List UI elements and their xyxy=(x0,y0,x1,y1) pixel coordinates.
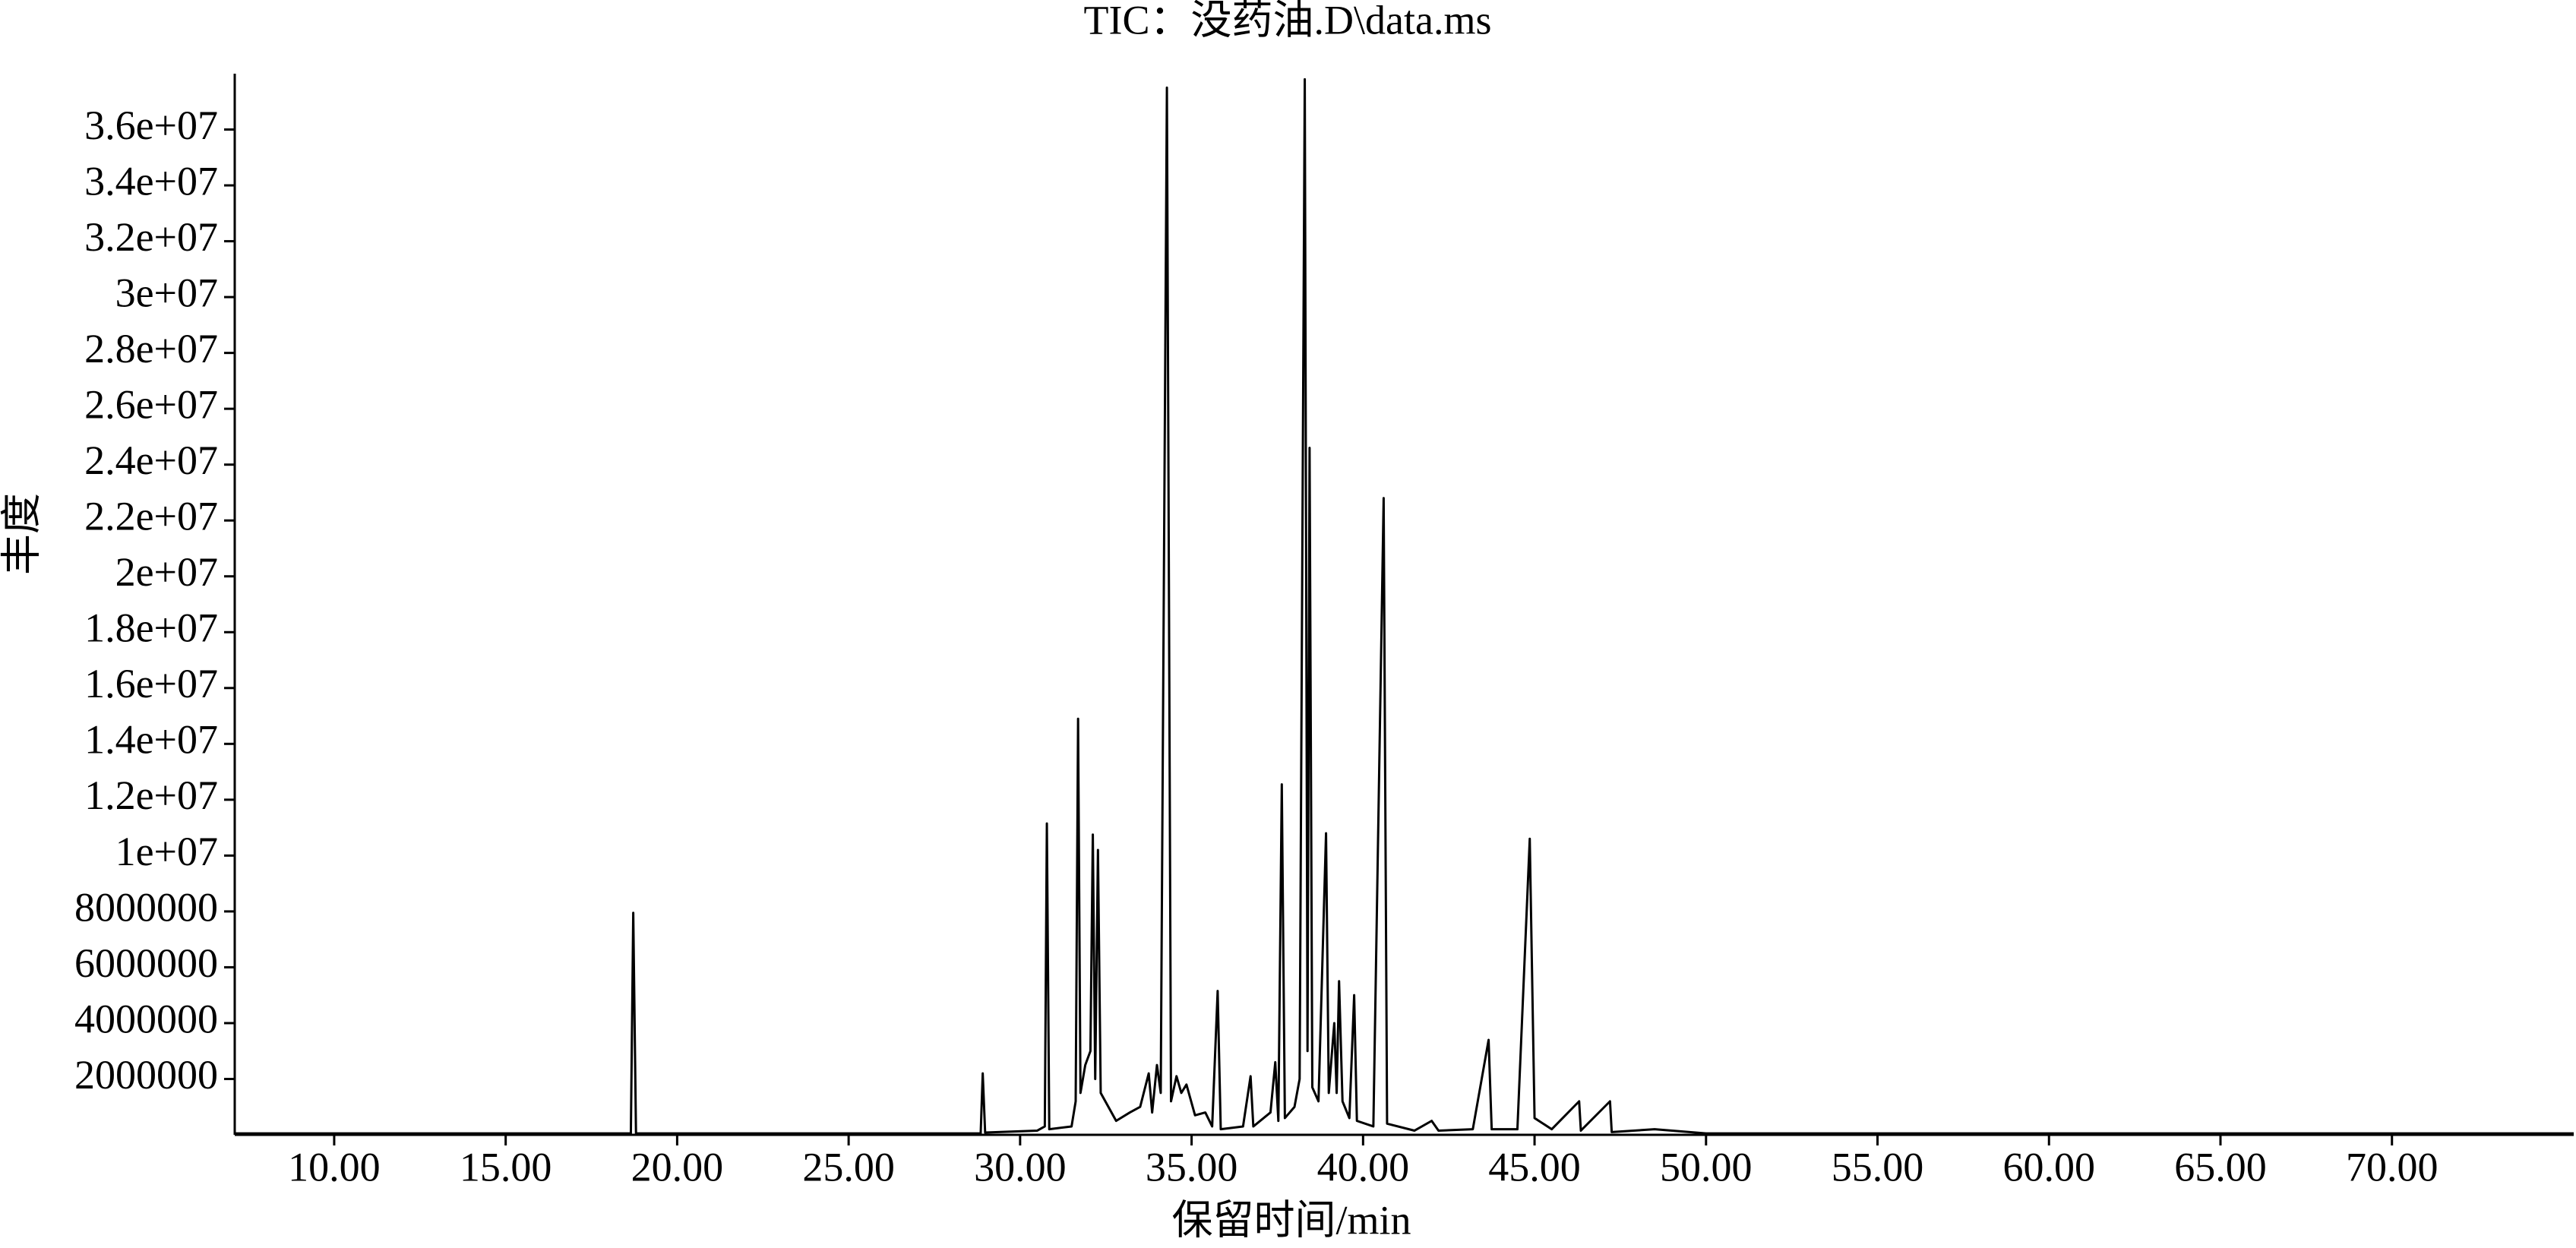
x-tick-label: 55.00 xyxy=(1832,1144,1924,1190)
y-axis-label: 丰度 xyxy=(0,493,44,575)
y-tick-label: 6000000 xyxy=(74,940,218,986)
x-tick-label: 35.00 xyxy=(1146,1144,1238,1190)
y-tick-label: 8000000 xyxy=(74,884,218,930)
x-axis-label: 保留时间/min xyxy=(1171,1197,1411,1243)
chromatogram-line xyxy=(235,77,2574,1135)
x-tick-label: 25.00 xyxy=(802,1144,895,1190)
y-tick-label: 2000000 xyxy=(74,1052,218,1098)
x-tick-label: 50.00 xyxy=(1660,1144,1753,1190)
y-tick-label: 2e+07 xyxy=(115,549,218,595)
x-tick-label: 65.00 xyxy=(2174,1144,2267,1190)
x-tick-label: 60.00 xyxy=(2003,1144,2096,1190)
y-tick-label: 1.2e+07 xyxy=(84,772,218,818)
y-tick-label: 2.4e+07 xyxy=(84,438,218,483)
x-tick-label: 40.00 xyxy=(1317,1144,1410,1190)
y-tick-label: 1e+07 xyxy=(115,829,218,874)
x-tick-label: 45.00 xyxy=(1488,1144,1581,1190)
y-tick-label: 3.6e+07 xyxy=(84,103,218,148)
y-tick-label: 2.6e+07 xyxy=(84,382,218,428)
y-tick-label: 2.2e+07 xyxy=(84,494,218,539)
y-tick-label: 1.6e+07 xyxy=(84,661,218,706)
y-tick-label: 3e+07 xyxy=(115,270,218,315)
y-tick-label: 1.8e+07 xyxy=(84,605,218,651)
y-tick-label: 2.8e+07 xyxy=(84,326,218,371)
y-tick-label: 3.4e+07 xyxy=(84,158,218,204)
y-tick-label: 4000000 xyxy=(74,996,218,1041)
x-tick-label: 20.00 xyxy=(631,1144,724,1190)
y-tick-label: 3.2e+07 xyxy=(84,214,218,260)
x-tick-label: 15.00 xyxy=(460,1144,552,1190)
y-tick-label: 1.4e+07 xyxy=(84,717,218,763)
x-tick-label: 10.00 xyxy=(288,1144,381,1190)
x-tick-label: 70.00 xyxy=(2346,1144,2439,1190)
x-tick-label: 30.00 xyxy=(974,1144,1067,1190)
chart-title: TIC：没药油.D\data.ms xyxy=(1084,0,1492,43)
